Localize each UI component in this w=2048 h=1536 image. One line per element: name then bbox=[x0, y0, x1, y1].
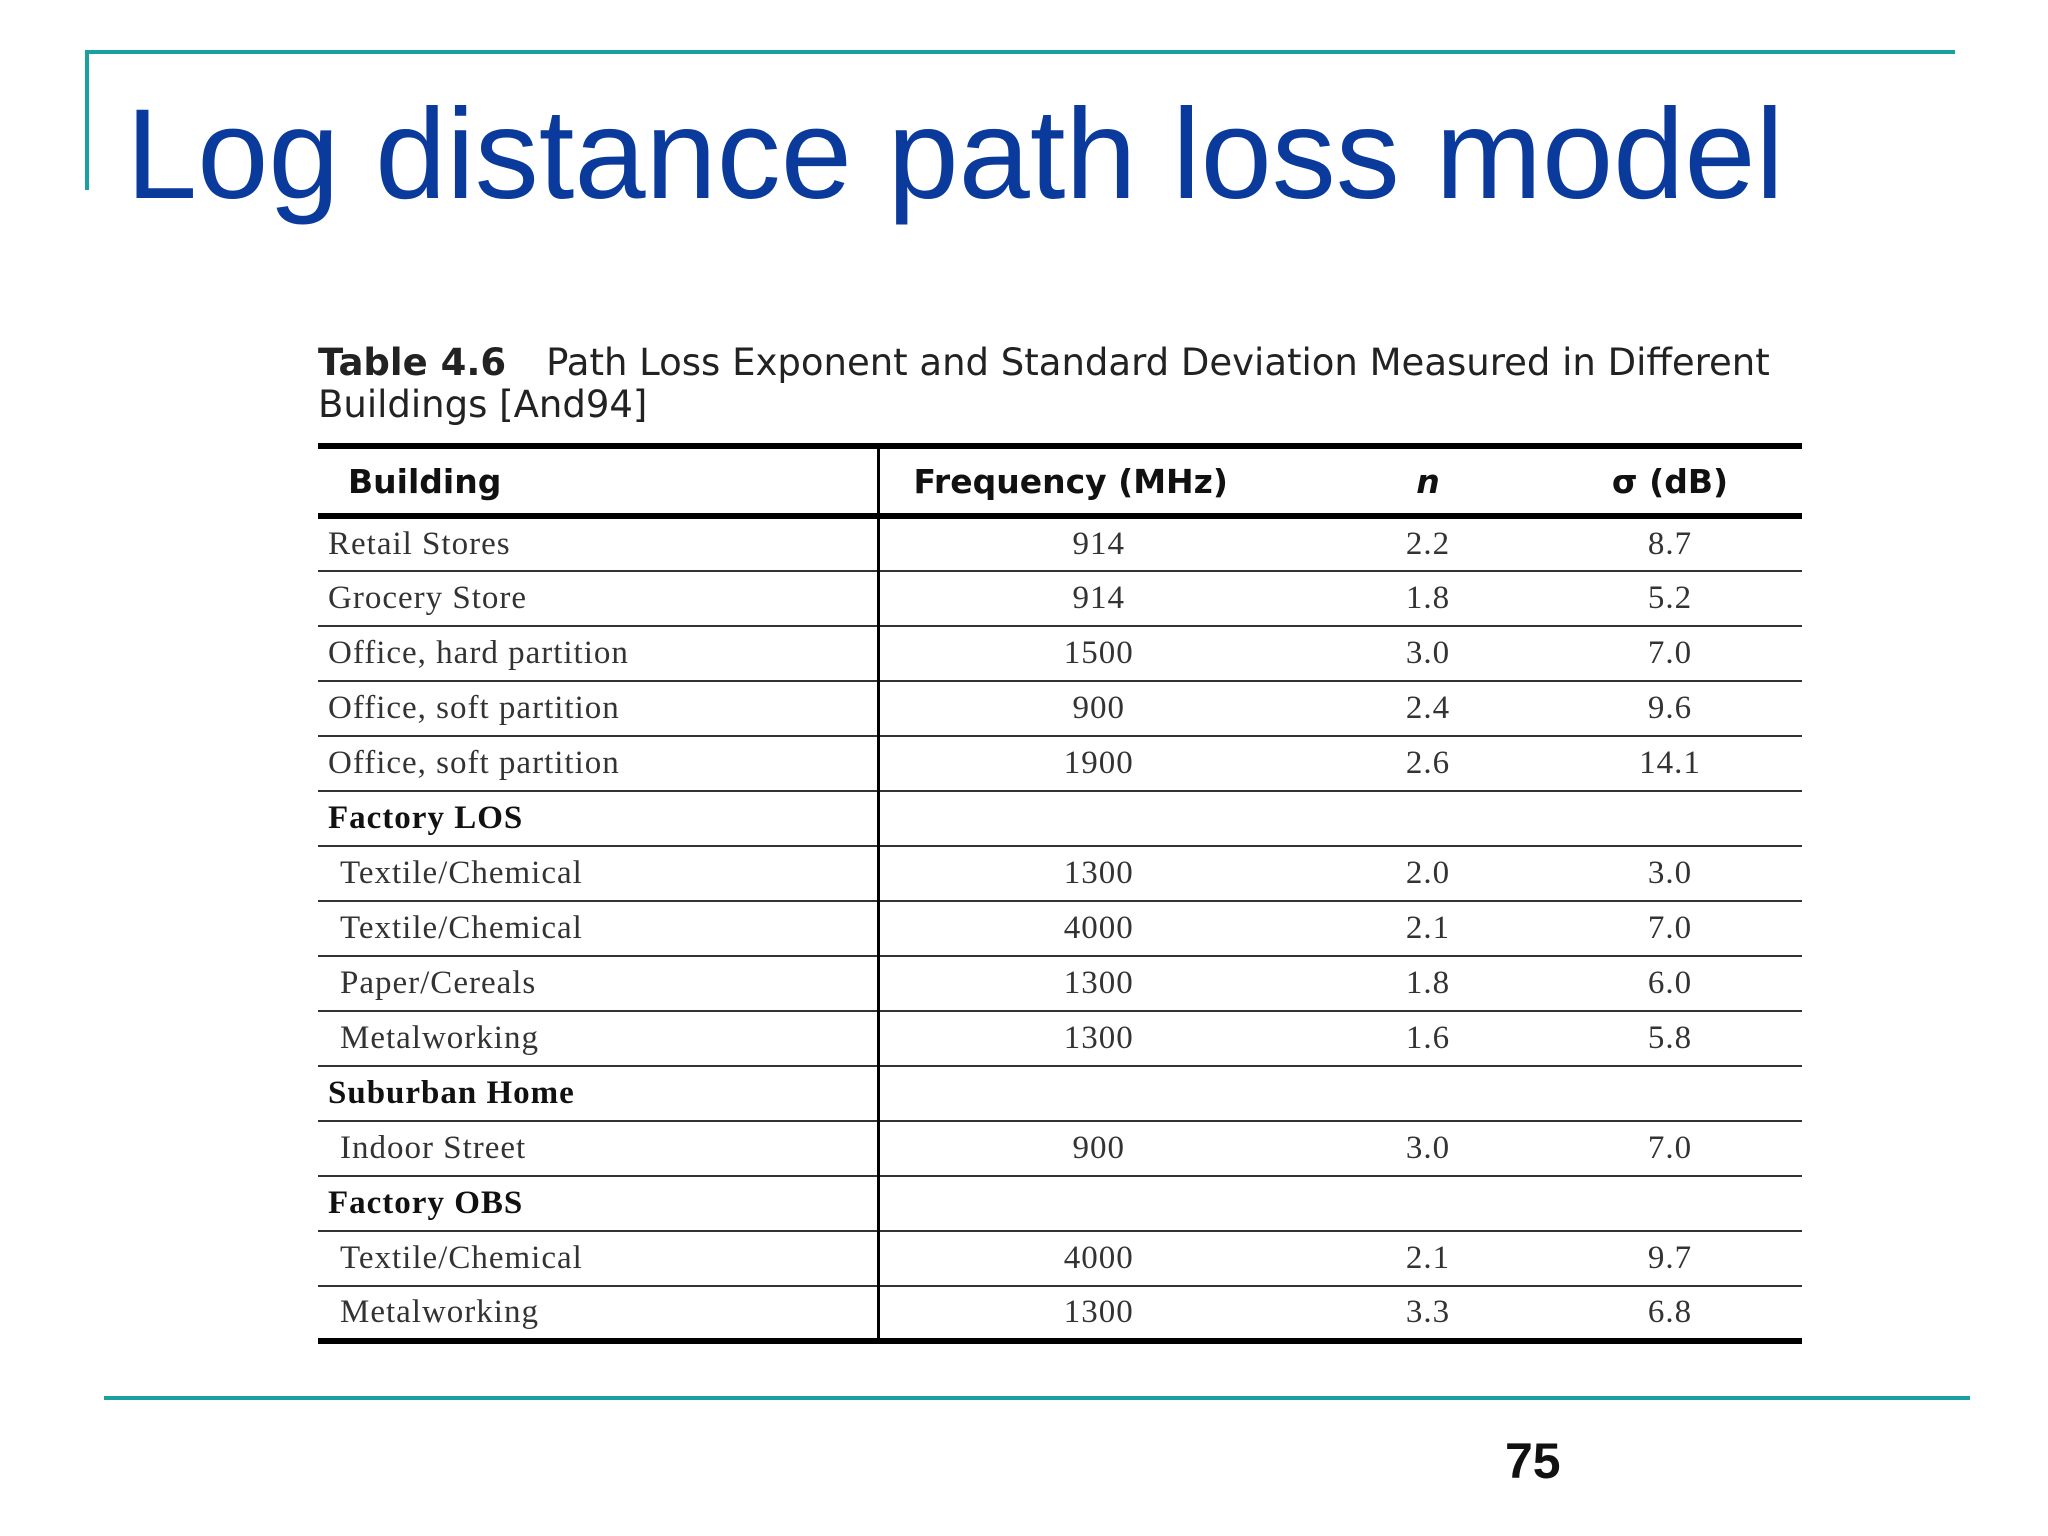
table-group-row: Suburban Home bbox=[318, 1066, 1802, 1121]
cell-frequency: 4000 bbox=[876, 1231, 1318, 1286]
cell-n: 1.6 bbox=[1405, 1020, 1451, 1056]
cell-n: 2.1 bbox=[1405, 1240, 1451, 1276]
cell-building: Factory OBS bbox=[328, 1185, 524, 1221]
cell-building: Indoor Street bbox=[340, 1130, 527, 1166]
cell-sigma: 9.6 bbox=[1647, 690, 1693, 726]
header-frequency: Frequency (MHz) bbox=[876, 446, 1318, 516]
cell-n: 2.0 bbox=[1405, 855, 1451, 891]
cell-building: Retail Stores bbox=[328, 526, 511, 562]
cell-n: 2.2 bbox=[1405, 526, 1451, 562]
cell-frequency: 1900 bbox=[876, 736, 1318, 791]
cell-n: 2.1 bbox=[1405, 910, 1451, 946]
slide-title: Log distance path loss model bbox=[126, 83, 1784, 226]
cell-frequency: 1300 bbox=[876, 846, 1318, 901]
table-row: Office, soft partition 900 2.4 9.6 bbox=[318, 681, 1802, 736]
cell-building: Paper/Cereals bbox=[340, 965, 537, 1001]
cell-frequency bbox=[876, 1176, 1318, 1231]
table-header-row: Building Frequency (MHz) n σ (dB) bbox=[318, 446, 1802, 516]
cell-building: Textile/Chemical bbox=[340, 910, 583, 946]
cell-sigma: 9.7 bbox=[1647, 1240, 1693, 1276]
cell-building: Office, soft partition bbox=[328, 745, 620, 781]
cell-n bbox=[1318, 791, 1538, 846]
cell-building: Metalworking bbox=[340, 1020, 539, 1056]
header-building: Building bbox=[348, 461, 502, 501]
cell-n: 1.8 bbox=[1405, 580, 1451, 616]
table-row: Indoor Street 900 3.0 7.0 bbox=[318, 1121, 1802, 1176]
cell-n: 3.3 bbox=[1405, 1294, 1451, 1330]
cell-sigma: 5.2 bbox=[1647, 580, 1693, 616]
table-row: Paper/Cereals 1300 1.8 6.0 bbox=[318, 956, 1802, 1011]
table-caption-text: Path Loss Exponent and Standard Deviatio… bbox=[318, 341, 1770, 426]
table-caption-label: Table 4.6 bbox=[318, 341, 507, 384]
page-number: 75 bbox=[1505, 1433, 1561, 1489]
header-sigma: σ (dB) bbox=[1611, 461, 1729, 501]
cell-n bbox=[1318, 1176, 1538, 1231]
table-row: Metalworking 1300 1.6 5.8 bbox=[318, 1011, 1802, 1066]
table-caption: Table 4.6 Path Loss Exponent and Standard… bbox=[318, 342, 1818, 426]
top-rule bbox=[85, 50, 1955, 54]
table-row: Textile/Chemical 4000 2.1 7.0 bbox=[318, 901, 1802, 956]
path-loss-table: Building Frequency (MHz) n σ (dB) Retail… bbox=[318, 443, 1802, 1344]
cell-frequency: 914 bbox=[876, 571, 1318, 626]
cell-n bbox=[1318, 1066, 1538, 1121]
cell-sigma: 14.1 bbox=[1639, 745, 1701, 781]
cell-frequency: 4000 bbox=[876, 901, 1318, 956]
cell-building: Textile/Chemical bbox=[340, 1240, 583, 1276]
cell-n: 2.4 bbox=[1405, 690, 1451, 726]
cell-sigma: 6.0 bbox=[1647, 965, 1693, 1001]
cell-sigma: 8.7 bbox=[1647, 526, 1693, 562]
table-row: Office, soft partition 1900 2.6 14.1 bbox=[318, 736, 1802, 791]
cell-sigma bbox=[1538, 1066, 1802, 1121]
path-loss-table-container: Building Frequency (MHz) n σ (dB) Retail… bbox=[318, 443, 1802, 1344]
cell-frequency: 900 bbox=[876, 1121, 1318, 1176]
cell-building: Metalworking bbox=[340, 1294, 539, 1330]
table-group-row: Factory OBS bbox=[318, 1176, 1802, 1231]
table-row: Retail Stores 914 2.2 8.7 bbox=[318, 516, 1802, 571]
cell-frequency: 914 bbox=[876, 516, 1318, 571]
cell-building: Office, soft partition bbox=[328, 690, 620, 726]
header-n: n bbox=[1416, 461, 1440, 501]
cell-sigma: 5.8 bbox=[1647, 1020, 1693, 1056]
cell-frequency: 1300 bbox=[876, 1286, 1318, 1341]
cell-n: 3.0 bbox=[1405, 1130, 1451, 1166]
table-row: Metalworking 1300 3.3 6.8 bbox=[318, 1286, 1802, 1341]
table-row: Textile/Chemical 4000 2.1 9.7 bbox=[318, 1231, 1802, 1286]
cell-frequency: 1500 bbox=[876, 626, 1318, 681]
cell-n: 3.0 bbox=[1405, 635, 1451, 671]
cell-sigma: 7.0 bbox=[1647, 910, 1693, 946]
cell-frequency bbox=[876, 791, 1318, 846]
cell-sigma: 7.0 bbox=[1647, 635, 1693, 671]
cell-building: Textile/Chemical bbox=[340, 855, 583, 891]
table-row: Office, hard partition 1500 3.0 7.0 bbox=[318, 626, 1802, 681]
cell-sigma: 7.0 bbox=[1647, 1130, 1693, 1166]
table-row: Textile/Chemical 1300 2.0 3.0 bbox=[318, 846, 1802, 901]
bottom-rule bbox=[104, 1396, 1970, 1400]
cell-sigma: 6.8 bbox=[1647, 1294, 1693, 1330]
table-body: Retail Stores 914 2.2 8.7 Grocery Store 914 1.… bbox=[318, 516, 1802, 1341]
cell-frequency: 1300 bbox=[876, 956, 1318, 1011]
cell-n: 2.6 bbox=[1405, 745, 1451, 781]
cell-frequency bbox=[876, 1066, 1318, 1121]
cell-building: Grocery Store bbox=[328, 580, 528, 616]
cell-building: Suburban Home bbox=[328, 1075, 575, 1111]
table-group-row: Factory LOS bbox=[318, 791, 1802, 846]
cell-sigma bbox=[1538, 791, 1802, 846]
cell-frequency: 900 bbox=[876, 681, 1318, 736]
cell-building: Factory LOS bbox=[328, 800, 524, 836]
cell-building: Office, hard partition bbox=[328, 635, 629, 671]
left-rule bbox=[85, 50, 89, 190]
table-header: Building Frequency (MHz) n σ (dB) bbox=[318, 446, 1802, 516]
cell-sigma: 3.0 bbox=[1647, 855, 1693, 891]
cell-sigma bbox=[1538, 1176, 1802, 1231]
cell-frequency: 1300 bbox=[876, 1011, 1318, 1066]
cell-n: 1.8 bbox=[1405, 965, 1451, 1001]
table-row: Grocery Store 914 1.8 5.2 bbox=[318, 571, 1802, 626]
